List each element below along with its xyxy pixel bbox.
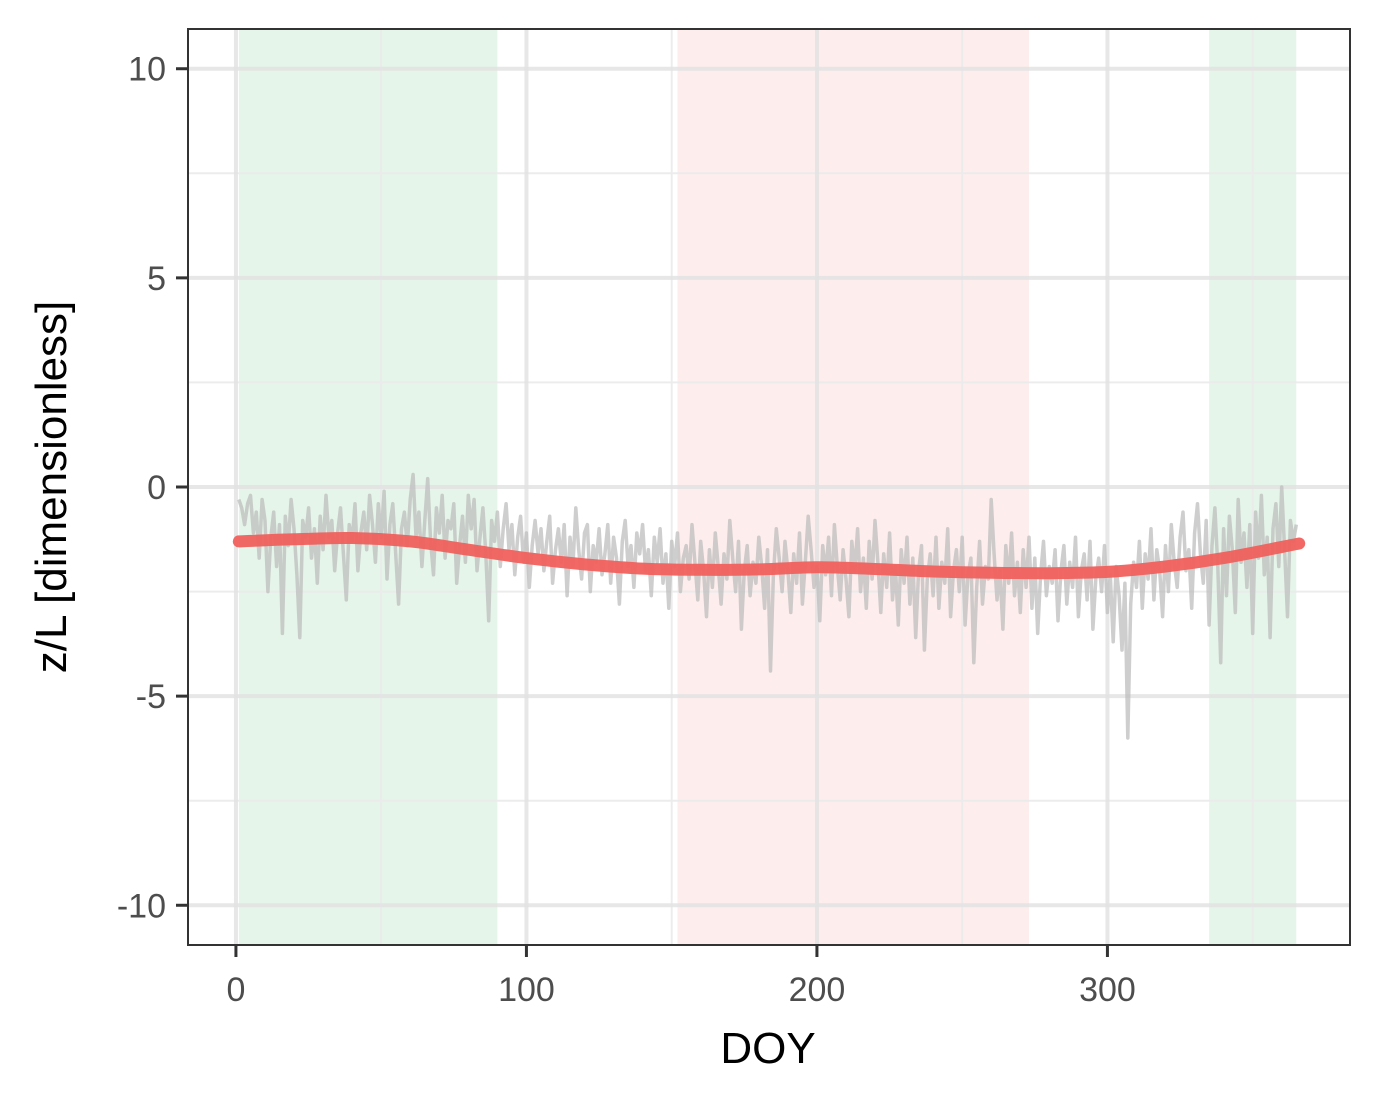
y-tick-label: 5: [147, 260, 166, 298]
series-line-trend: [232, 531, 1306, 580]
series-line-daily: [237, 472, 1299, 740]
x-tick-label: 300: [1079, 971, 1136, 1009]
series-layer: [232, 472, 1306, 740]
y-tick-label: 10: [128, 51, 166, 89]
x-axis-title: DOY: [720, 1024, 815, 1073]
y-axis: -10 -5 0 5 10: [117, 51, 188, 925]
y-tick-label: -10: [117, 887, 166, 925]
x-axis: 0 100 200 300: [226, 945, 1136, 1009]
y-tick-label: 0: [147, 469, 166, 507]
x-tick-label: 0: [226, 971, 245, 1009]
major-gridlines: [188, 29, 1350, 945]
x-tick-label: 200: [789, 971, 846, 1009]
x-tick-label: 100: [498, 971, 555, 1009]
y-axis-title: z/L [dimensionless]: [27, 301, 76, 674]
y-tick-label: -5: [136, 678, 166, 716]
